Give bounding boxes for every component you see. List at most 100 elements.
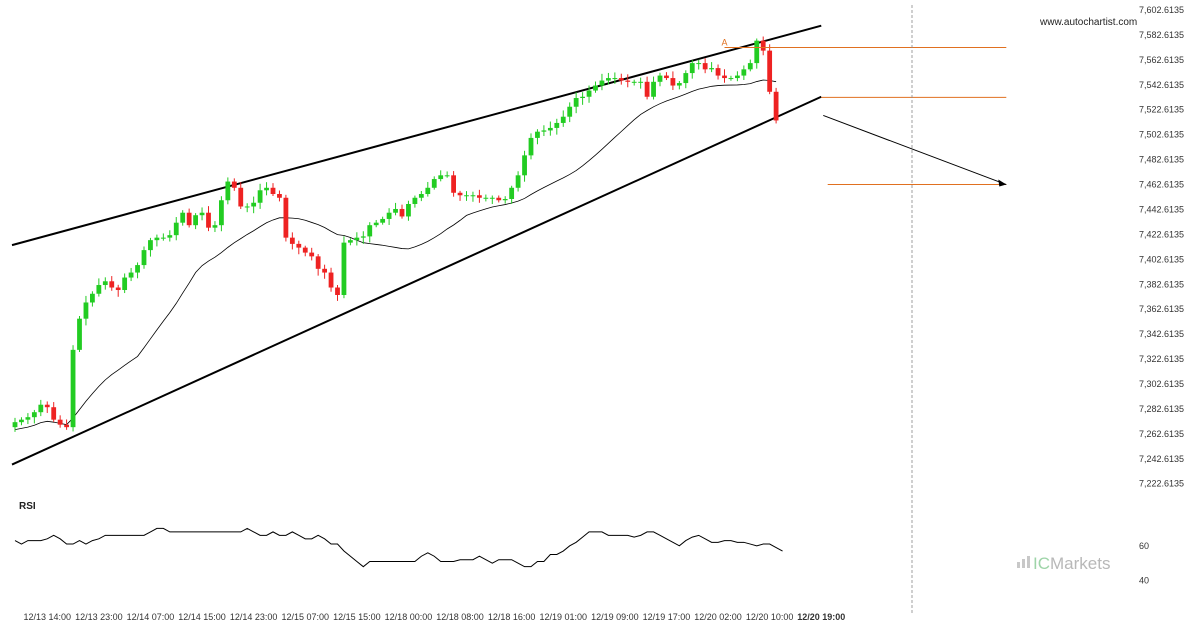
candle-down: [206, 206, 211, 232]
candle-down: [283, 194, 289, 242]
brand-logo: ICMarkets: [1017, 554, 1110, 573]
candle-up: [341, 236, 347, 299]
candle-up: [651, 76, 656, 100]
candle-body: [251, 202, 257, 207]
candle-up: [599, 73, 605, 91]
candle-body: [754, 40, 760, 64]
candle-up: [431, 176, 437, 190]
candle-up: [180, 210, 186, 226]
candle-up: [90, 291, 95, 307]
candle-up: [676, 81, 682, 90]
candle-body: [418, 194, 424, 198]
candle-up: [70, 345, 76, 432]
candle-body: [431, 179, 437, 188]
candle-body: [702, 63, 708, 70]
candle-up: [348, 238, 353, 246]
candle-body: [315, 256, 321, 269]
candle-down: [773, 87, 779, 124]
rsi-tick-label: 60: [1139, 541, 1149, 551]
y-tick-label: 7,342.6135: [1139, 329, 1184, 339]
candle-up: [244, 203, 250, 213]
candle-down: [109, 276, 115, 291]
y-tick-label: 7,282.6135: [1139, 404, 1184, 414]
candle-body: [760, 40, 766, 51]
candle-body: [302, 247, 308, 253]
x-tick-label: 12/20 10:00: [746, 612, 794, 622]
candle-body: [386, 212, 392, 219]
candle-body: [399, 208, 405, 217]
x-tick-label: 12/19 09:00: [591, 612, 639, 622]
candle-up: [696, 59, 702, 70]
candle-up: [96, 278, 102, 297]
candle-up: [251, 196, 257, 214]
candle-body: [160, 237, 166, 239]
candle-body: [90, 293, 95, 303]
candle-body: [380, 218, 386, 223]
candle-body: [309, 252, 315, 257]
x-axis-labels: 12/13 14:00 12/13 23:00 12/14 07:00 12/14 1…: [23, 612, 845, 622]
candle-up: [257, 183, 263, 209]
candle-down: [277, 190, 282, 202]
upper-trendline: [11, 24, 822, 247]
candle-body: [289, 237, 295, 244]
candle-body: [696, 63, 702, 65]
candle-body: [57, 419, 63, 425]
candle-down: [328, 267, 334, 292]
brand-suffix: Markets: [1050, 554, 1110, 573]
candle-up: [631, 79, 637, 86]
candle-body: [593, 85, 598, 91]
candle-body: [70, 349, 76, 428]
candle-body: [180, 212, 186, 223]
candle-body: [612, 78, 618, 80]
candle-down: [64, 419, 69, 430]
candle-body: [83, 302, 89, 319]
candle-body: [767, 50, 773, 92]
candle-up: [515, 171, 521, 192]
candle-down: [625, 74, 631, 88]
candle-body: [683, 73, 689, 84]
candle-body: [709, 68, 714, 70]
candle-up: [689, 60, 695, 79]
candle-down: [399, 204, 405, 219]
y-tick-label: 7,602.6135: [1139, 5, 1184, 15]
candle-body: [741, 69, 747, 76]
candle-body: [412, 197, 418, 204]
candle-body: [509, 187, 515, 199]
candle-down: [309, 247, 315, 261]
candle-down: [618, 73, 624, 85]
brand-bars-icon: [1017, 556, 1030, 568]
candle-up: [709, 62, 714, 73]
candle-body: [322, 268, 327, 273]
candle-body: [354, 237, 360, 241]
candle-body: [193, 215, 198, 226]
candle-up: [735, 71, 740, 82]
point-a-marker: A: [721, 38, 727, 48]
candle-body: [580, 96, 585, 99]
candle-up: [567, 102, 573, 123]
forecast-arrow: [823, 114, 1007, 186]
candle-up: [167, 230, 173, 242]
candle-down: [335, 285, 340, 301]
candle-down: [477, 189, 482, 203]
candle-body: [657, 75, 663, 82]
candle-body: [560, 116, 566, 123]
candle-body: [773, 91, 779, 121]
candle-body: [406, 203, 411, 217]
candles-layer: [12, 36, 779, 432]
rsi-tick-label: 40: [1139, 576, 1149, 586]
candle-up: [19, 417, 24, 426]
candle-up: [754, 38, 760, 69]
candle-body: [631, 81, 637, 83]
candle-body: [644, 81, 650, 97]
candle-up: [128, 267, 134, 282]
candle-down: [57, 415, 63, 428]
candle-up: [154, 234, 160, 247]
candle-body: [257, 190, 263, 203]
candle-up: [535, 129, 540, 145]
candle-down: [115, 284, 121, 297]
candle-up: [38, 399, 44, 417]
candle-up: [135, 262, 140, 279]
candle-body: [102, 281, 108, 286]
candle-body: [212, 225, 218, 228]
